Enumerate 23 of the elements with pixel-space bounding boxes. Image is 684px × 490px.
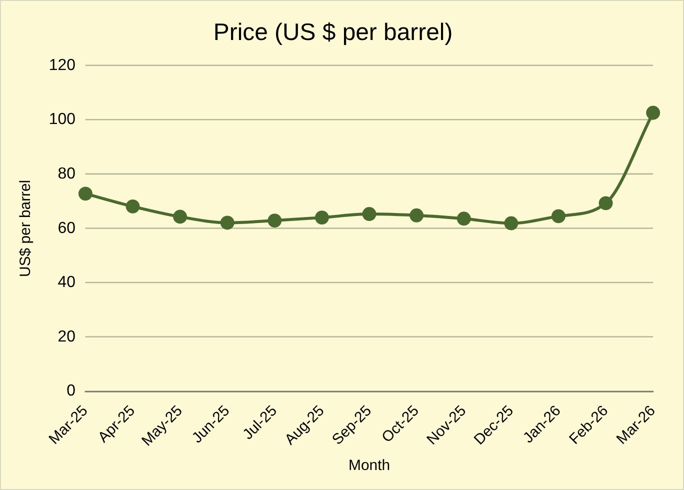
point: [126, 199, 140, 214]
y-tick-label: 40: [58, 274, 76, 292]
point: [78, 186, 92, 201]
y-tick-label: 120: [48, 56, 76, 74]
point: [552, 209, 566, 224]
point: [598, 196, 613, 210]
y-tick-label: 60: [58, 220, 76, 237]
y-tick-label: 20: [58, 328, 76, 346]
point: [456, 212, 471, 226]
point: [268, 214, 282, 228]
y-tick-label: 0: [66, 382, 76, 400]
chart-title: Price (US $ per barrel): [213, 18, 453, 46]
y-tick-label: 100: [48, 111, 76, 128]
point: [173, 210, 188, 224]
point: [362, 207, 376, 222]
x-axis-title: Month: [348, 457, 390, 474]
point: [410, 208, 424, 222]
point: [646, 106, 660, 120]
y-axis-title: US$ per barrel: [17, 180, 34, 277]
point: [314, 210, 329, 225]
point: [220, 216, 234, 230]
point: [504, 216, 518, 230]
y-tick-label: 80: [58, 166, 76, 183]
